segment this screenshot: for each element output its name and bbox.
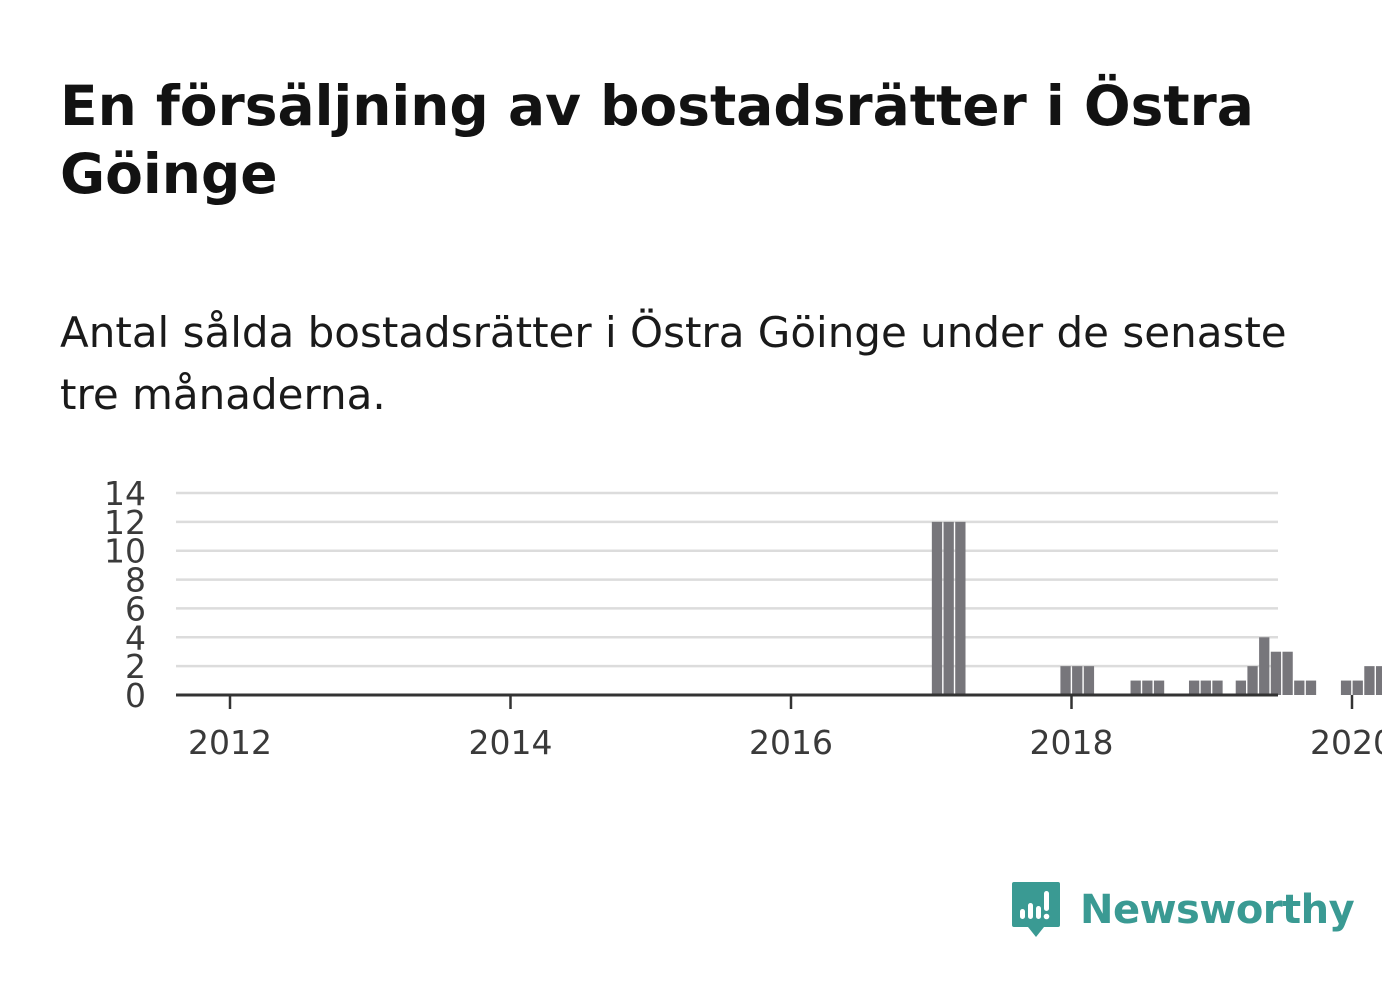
bar [1341, 681, 1351, 695]
bar [1259, 637, 1269, 695]
bar [1376, 666, 1382, 695]
gridlines [176, 493, 1278, 666]
bar [1353, 681, 1363, 695]
bar [1154, 681, 1164, 695]
bar [1236, 681, 1246, 695]
newsworthy-logo: Newsworthy [1010, 878, 1354, 942]
x-axis-labels: 20122014201620182020202220242026 [188, 723, 1382, 762]
bar [1060, 666, 1070, 695]
bar [1282, 652, 1292, 695]
bar [955, 522, 965, 695]
bar [1364, 666, 1374, 695]
bar [1131, 681, 1141, 695]
x-axis [176, 695, 1382, 709]
bar [1212, 681, 1222, 695]
bar [944, 522, 954, 695]
x-tick-label: 2014 [469, 723, 553, 762]
bar [1189, 681, 1199, 695]
bar [1072, 666, 1082, 695]
x-tick-label: 2012 [188, 723, 272, 762]
bar [1306, 681, 1316, 695]
bar [1201, 681, 1211, 695]
y-tick-label: 14 [104, 474, 146, 513]
x-tick-label: 2018 [1030, 723, 1114, 762]
newsworthy-logo-icon [1010, 879, 1062, 941]
bar [1142, 681, 1152, 695]
bar [1271, 652, 1281, 695]
bar [1247, 666, 1257, 695]
bar-chart: 02468101214 2012201420162018202020222024… [0, 0, 1382, 999]
x-tick-label: 2016 [749, 723, 833, 762]
newsworthy-logo-text: Newsworthy [1080, 887, 1354, 933]
bar [1084, 666, 1094, 695]
x-tick-label: 2020 [1310, 723, 1382, 762]
bar [932, 522, 942, 695]
bar [1294, 681, 1304, 695]
